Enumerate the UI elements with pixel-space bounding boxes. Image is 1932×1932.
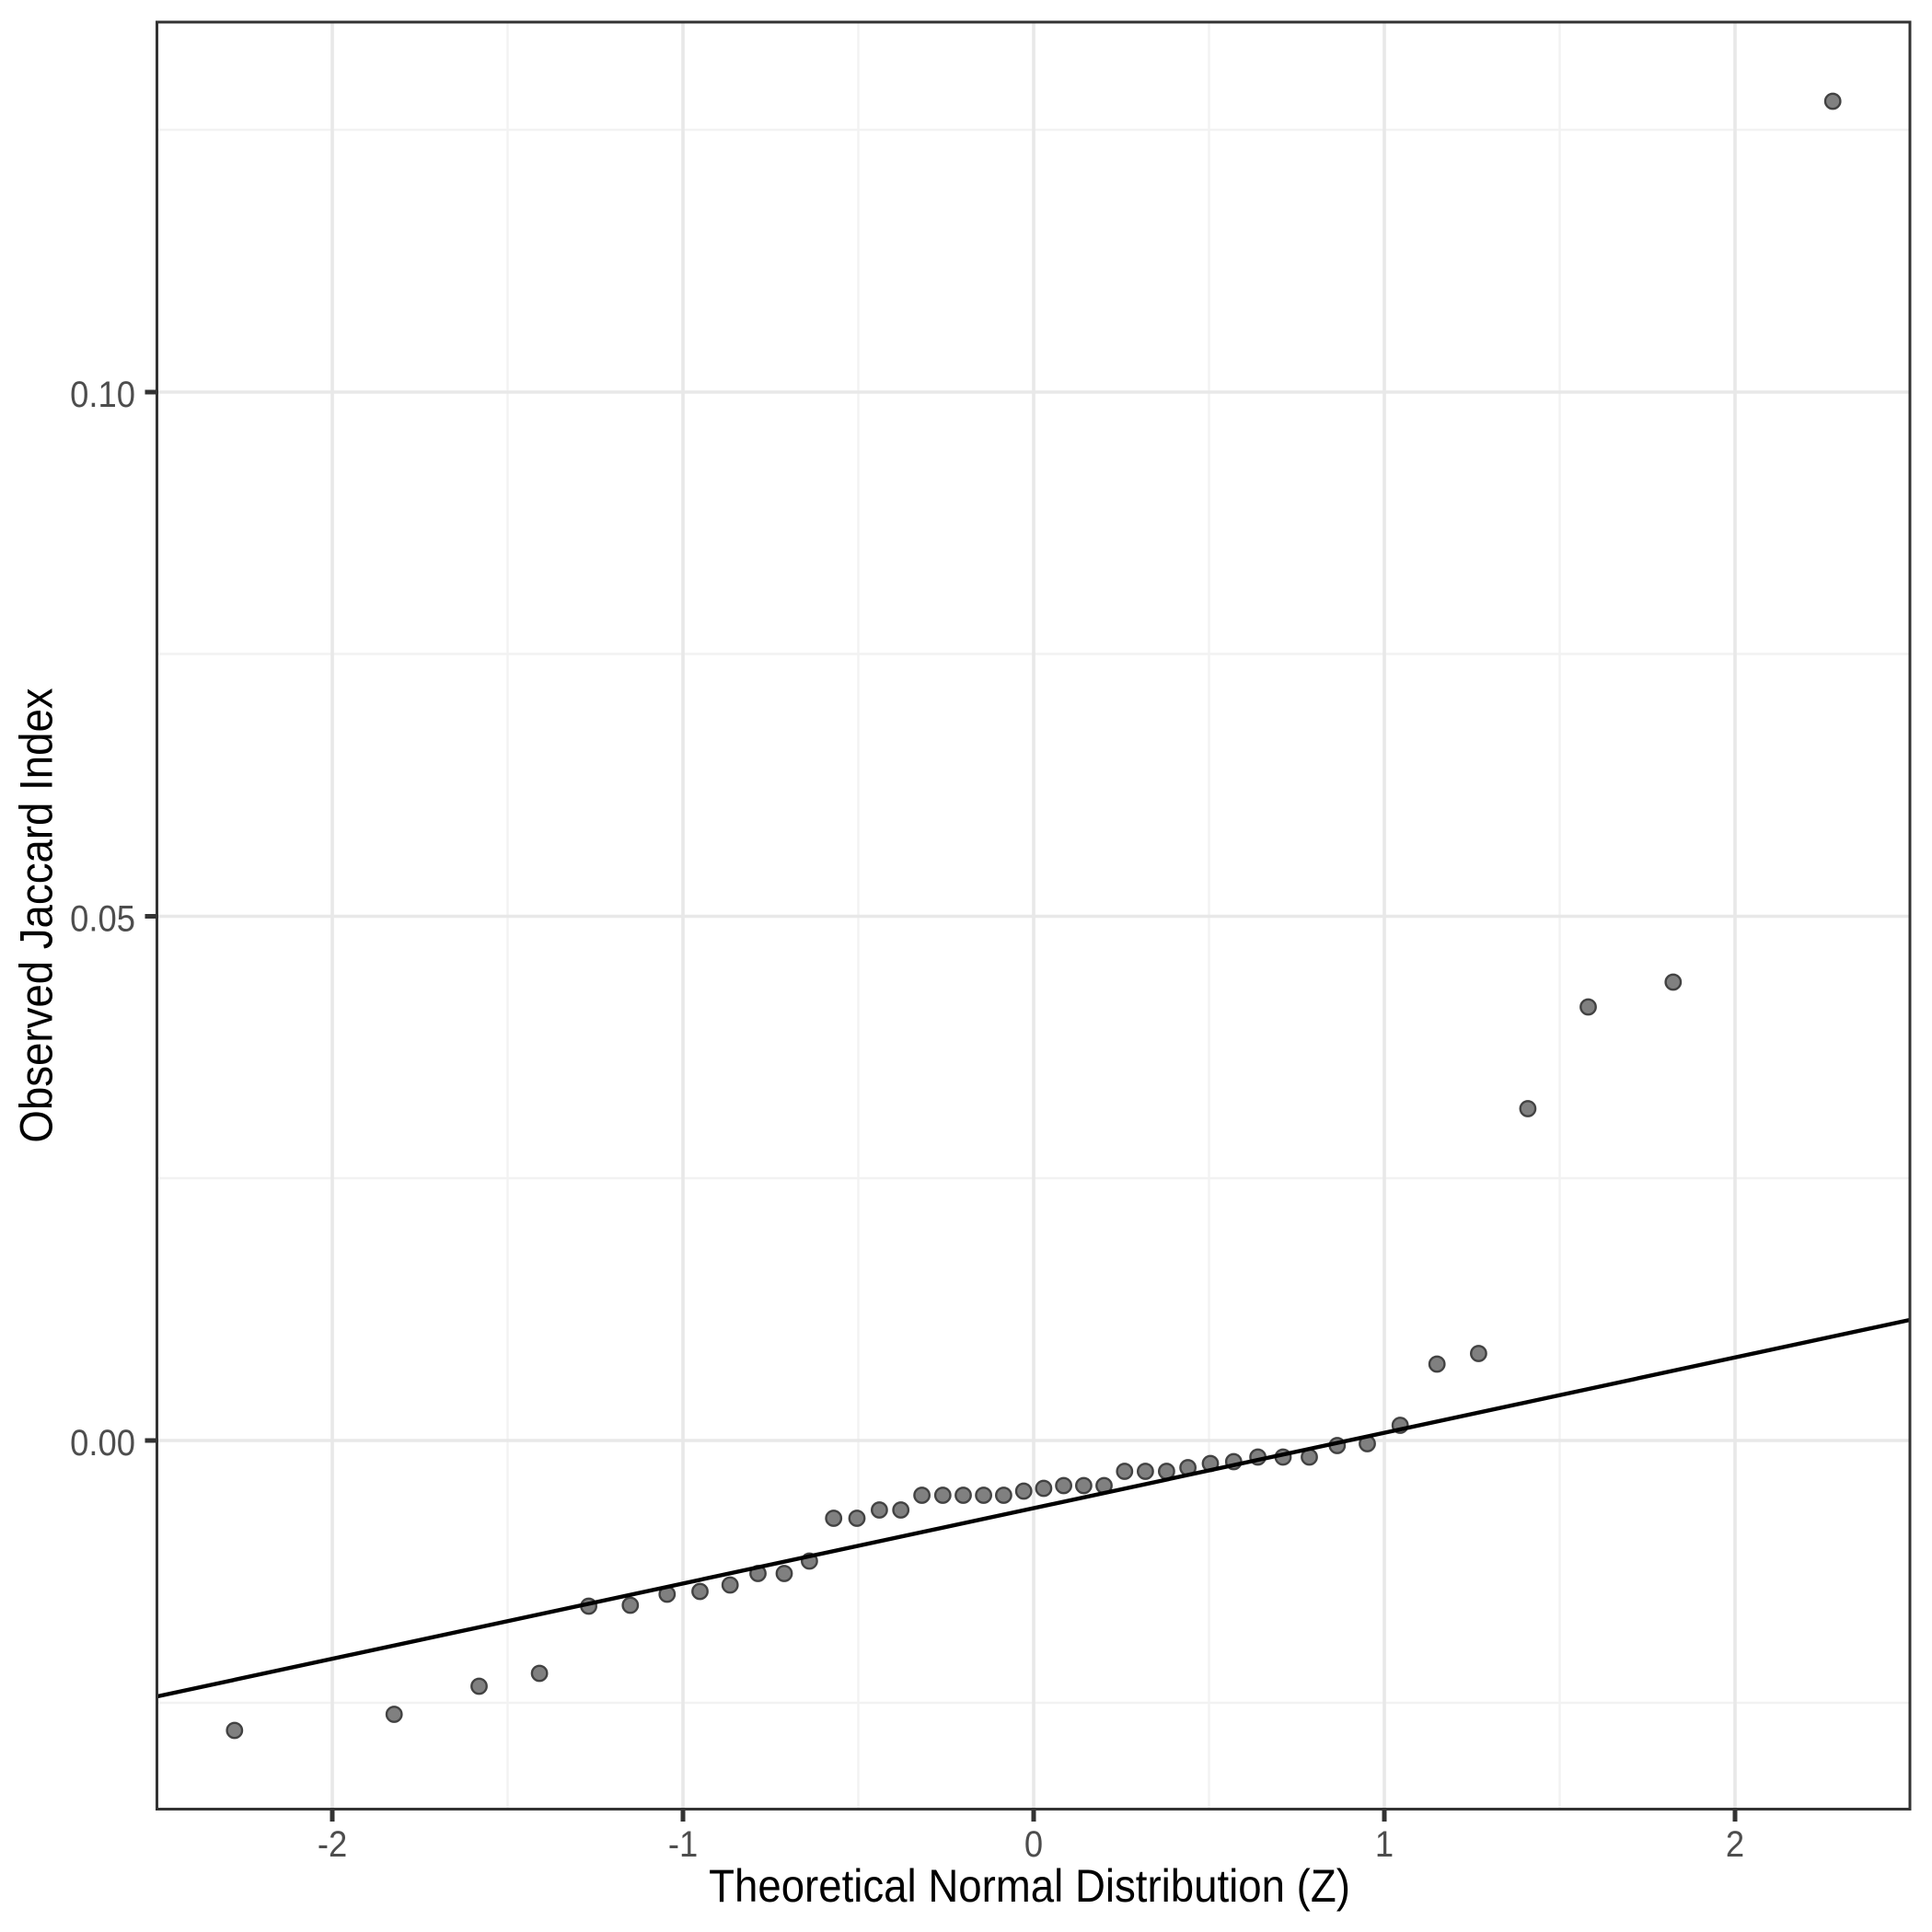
svg-text:Theoretical Normal Distributio: Theoretical Normal Distribution (Z) [709,1861,1350,1912]
svg-text:-2: -2 [318,1823,347,1865]
svg-text:0.05: 0.05 [70,898,135,940]
svg-text:0.10: 0.10 [70,374,135,415]
svg-text:2: 2 [1726,1823,1744,1865]
svg-text:1: 1 [1375,1823,1394,1865]
svg-text:0.00: 0.00 [70,1422,135,1463]
svg-text:0: 0 [1024,1823,1043,1865]
svg-text:Observed Jaccard Index: Observed Jaccard Index [12,688,63,1142]
svg-text:-1: -1 [668,1823,698,1865]
